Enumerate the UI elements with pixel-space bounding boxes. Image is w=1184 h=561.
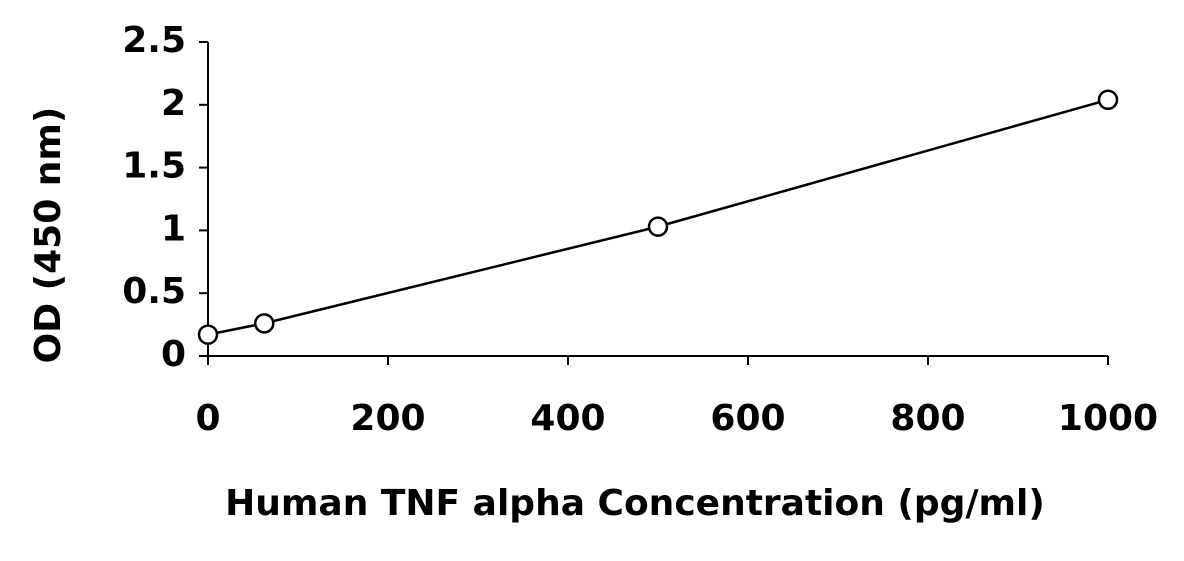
point: [197, 324, 219, 345]
x-tick-label: 200: [350, 398, 425, 439]
y-axis-title: OD (450 nm): [28, 107, 69, 364]
y-tick-label: 2: [161, 83, 186, 124]
y-tick-label: 1.5: [122, 146, 186, 187]
x-tick-label: 1000: [1058, 398, 1158, 439]
curve: [207, 98, 1109, 336]
point: [254, 313, 275, 334]
x-axis-title: Human TNF alpha Concentration (pg/ml): [225, 483, 1045, 524]
x-tick-label: 400: [530, 398, 605, 439]
x-tick-label: 800: [890, 398, 965, 439]
point: [1097, 89, 1119, 111]
y-tick-label: 2.5: [122, 20, 186, 61]
y-tick-label: 0.5: [122, 271, 186, 312]
y-tick-label: 0: [161, 334, 186, 375]
x-tick-label: 600: [710, 398, 785, 439]
x-tick-label: 0: [195, 398, 220, 439]
y-tick-label: 1: [161, 208, 186, 249]
point: [647, 216, 669, 237]
